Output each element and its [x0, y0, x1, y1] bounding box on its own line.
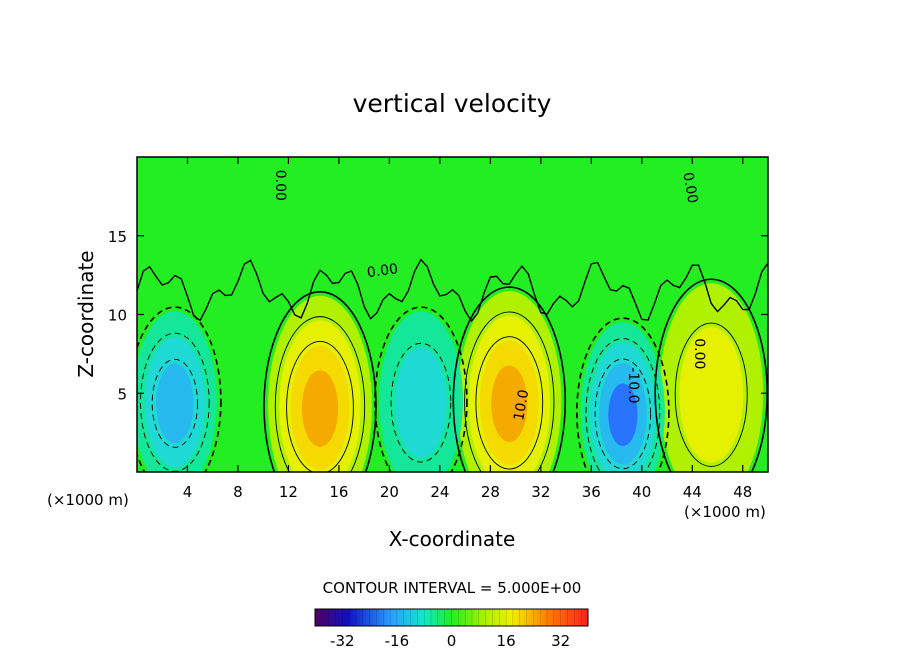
contour-line — [674, 322, 748, 467]
x-tick-label: 8 — [233, 483, 243, 501]
x-tick-label: 48 — [733, 483, 752, 501]
plot-area — [137, 157, 768, 472]
x-tick-label: 4 — [183, 483, 193, 501]
x-tick-label: 36 — [582, 483, 601, 501]
x-axis-label: X-coordinate — [389, 527, 516, 551]
downdraft-core — [608, 383, 638, 447]
contour-line — [390, 342, 452, 463]
contour-line — [263, 291, 377, 472]
colorbar-tick-label: 0 — [447, 632, 457, 650]
x-tick-label: 40 — [632, 483, 651, 501]
x-tick-label: 20 — [380, 483, 399, 501]
y-tick-label: 5 — [117, 385, 127, 403]
updraft-core — [301, 370, 339, 447]
contour-label: 0.00 — [679, 171, 700, 204]
colorbar-tick-label: -32 — [330, 632, 355, 650]
contour-label: 0.00 — [691, 338, 707, 369]
downdraft-core — [156, 363, 194, 444]
contour-line — [594, 358, 652, 470]
contour-line — [151, 358, 198, 448]
colorbar-gradient — [314, 608, 589, 627]
updraft-core — [679, 327, 744, 463]
contour-line — [452, 286, 567, 472]
contour-line — [140, 332, 210, 472]
y-tick-label: 10 — [108, 307, 127, 325]
chart-title: vertical velocity — [353, 89, 552, 118]
x-unit-right: (×1000 m) — [684, 503, 766, 521]
contour-label: 10.0 — [511, 388, 532, 421]
contour-interval-text: CONTOUR INTERVAL = 5.000E+00 — [323, 579, 582, 597]
x-tick-label: 24 — [430, 483, 449, 501]
contour-line — [286, 340, 354, 472]
contour-line — [374, 306, 468, 472]
contour-label: 0.00 — [272, 170, 288, 201]
x-unit-left: (×1000 m) — [47, 491, 129, 509]
y-axis-label: Z-coordinate — [74, 250, 98, 377]
zero-contour — [137, 258, 768, 323]
colorbar-tick-label: 32 — [551, 632, 570, 650]
contour-line — [274, 316, 366, 472]
updraft-core — [491, 365, 528, 442]
contour-line — [464, 311, 555, 472]
contour-label: -10.0 — [625, 367, 641, 403]
contour-line — [576, 317, 670, 472]
colorbar-tick-label: 16 — [497, 632, 516, 650]
downdraft-core — [395, 347, 447, 459]
contour-label: 0.00 — [366, 261, 399, 281]
y-tick-label: 15 — [108, 228, 127, 246]
x-tick-label: 16 — [329, 483, 348, 501]
contour-line — [475, 336, 544, 470]
x-tick-label: 32 — [531, 483, 550, 501]
contour-line — [137, 306, 222, 472]
x-tick-label: 12 — [279, 483, 298, 501]
x-tick-label: 28 — [481, 483, 500, 501]
colorbar: -32 -16 0 16 32 — [314, 608, 589, 650]
contour-line — [585, 338, 661, 472]
colorbar-tick-label: -16 — [385, 632, 410, 650]
x-tick-label: 44 — [683, 483, 702, 501]
